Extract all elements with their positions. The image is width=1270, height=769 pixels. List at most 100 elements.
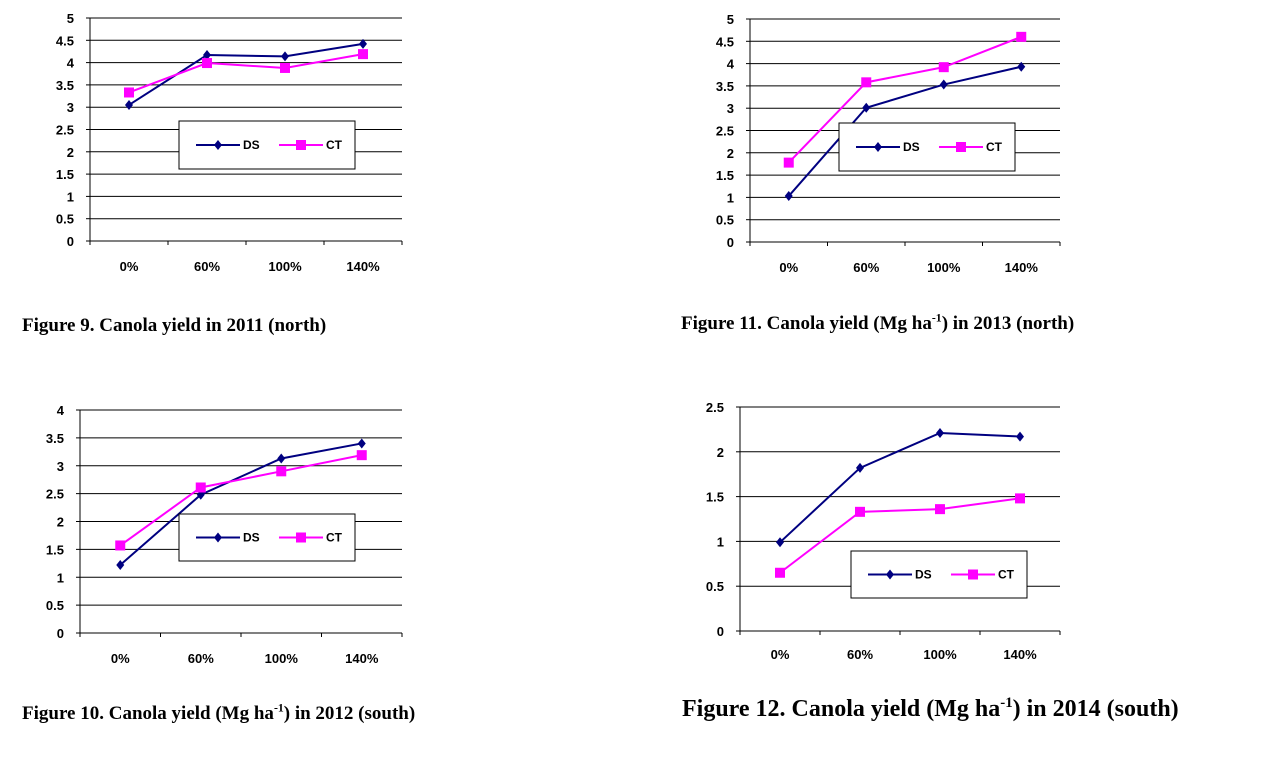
- ds-data-point: [936, 427, 944, 438]
- figure-12-chart: 0 0.5 1 1.5 2 2.5 0% 60% 100% 140% DS CT: [706, 400, 1061, 662]
- caption-text: Figure 9. Canola yield in 2011 (north): [22, 315, 327, 336]
- y-tick-label: 4.5: [56, 33, 74, 48]
- y-tick-label: 2: [67, 145, 74, 160]
- ct-data-point: [783, 157, 794, 168]
- y-tick-label: 2.5: [706, 400, 724, 415]
- caption-text-end: ) in 2014 (south): [1012, 696, 1179, 722]
- y-tick-label: 3: [57, 459, 64, 474]
- ds-data-point: [196, 489, 205, 500]
- ds-data-point: [776, 537, 784, 548]
- ct-data-point: [855, 506, 865, 517]
- figure-9-chart: 0 0.5 1 1.5 2 2.5 3 3.5 4 4.5 5 0% 60% 100% 140% DS CT: [56, 11, 403, 274]
- ct-data-point: [938, 62, 949, 73]
- series-line-ct: [119, 454, 362, 547]
- y-tick-label: 2.5: [56, 123, 74, 138]
- ct-data-point: [195, 482, 206, 493]
- ct-data-point: [115, 540, 126, 551]
- y-tick-label: 0: [67, 234, 74, 249]
- x-category-label: 100%: [268, 259, 302, 274]
- figure-12-caption: Figure 12. Canola yield (Mg ha-1) in 201…: [682, 696, 1179, 723]
- series-line-ct: [779, 497, 1021, 574]
- y-tick-label: 4: [57, 403, 65, 418]
- ct-data-point: [775, 567, 785, 578]
- caption-text-end: ) in 2012 (south): [283, 703, 416, 724]
- x-category-label: 60%: [188, 651, 214, 666]
- series-line-ct: [128, 53, 364, 94]
- y-tick-label: 0.5: [56, 212, 74, 227]
- ct-data-point: [356, 450, 367, 461]
- figure-11-caption: Figure 11. Canola yield (Mg ha-1) in 201…: [681, 311, 1074, 335]
- figure-11-panel: 0 0.5 1 1.5 2 2.5 3 3.5 4 4.5 5 0% 60% 100% 140% DS CT F…: [660, 0, 1270, 350]
- figure-12-panel: 0 0.5 1 1.5 2 2.5 0% 60% 100% 140% DS CT Figure 12.…: [660, 390, 1270, 760]
- x-category-label: 0%: [771, 647, 790, 662]
- y-tick-label: 2.5: [46, 487, 64, 502]
- y-tick-label: 0: [57, 626, 64, 641]
- ct-data-point: [358, 49, 368, 60]
- y-tick-label: 4: [67, 56, 75, 71]
- legend-label-ct: CT: [986, 140, 1003, 154]
- ds-data-point: [939, 79, 948, 90]
- y-tick-label: 0.5: [716, 213, 734, 228]
- legend-label-ds: DS: [915, 568, 932, 582]
- ds-data-point: [862, 102, 871, 113]
- ct-data-point: [276, 466, 287, 477]
- figure-9-caption: Figure 9. Canola yield in 2011 (north): [22, 315, 326, 337]
- caption-superscript: -1: [931, 311, 942, 325]
- y-tick-label: 0: [727, 235, 734, 250]
- legend-label-ct: CT: [998, 568, 1015, 582]
- y-tick-label: 0: [717, 624, 724, 639]
- series-line-ds: [779, 431, 1021, 544]
- legend-marker-ds: [214, 140, 222, 150]
- y-tick-label: 1.5: [56, 167, 74, 182]
- figure-10-chart: 0 0.5 1 1.5 2 2.5 3 3.5 4 0% 60% 100% 140% DS CT: [46, 403, 403, 666]
- y-tick-label: 3: [67, 100, 74, 115]
- y-tick-label: 3.5: [46, 431, 64, 446]
- ds-data-point: [281, 51, 289, 62]
- ct-data-point: [280, 62, 290, 73]
- series-line-ct: [788, 35, 1022, 164]
- legend-marker-ct: [968, 569, 978, 580]
- ct-data-point: [935, 504, 945, 515]
- x-category-label: 100%: [265, 651, 299, 666]
- x-category-label: 0%: [111, 651, 130, 666]
- ct-data-point: [202, 58, 212, 69]
- caption-text: Figure 12. Canola yield (Mg ha: [682, 696, 1001, 722]
- ct-data-point: [861, 77, 872, 88]
- ds-data-point: [359, 38, 367, 49]
- y-tick-label: 3: [727, 101, 734, 116]
- x-category-label: 100%: [927, 260, 961, 275]
- series-line-ds: [119, 442, 362, 566]
- ct-data-point: [1015, 493, 1025, 504]
- figure-11-chart: 0 0.5 1 1.5 2 2.5 3 3.5 4 4.5 5 0% 60% 100% 140% DS CT: [716, 12, 1061, 275]
- figure-10-caption: Figure 10. Canola yield (Mg ha-1) in 201…: [22, 701, 416, 725]
- legend-label-ct: CT: [326, 531, 343, 545]
- x-category-label: 140%: [345, 651, 379, 666]
- y-tick-label: 3.5: [716, 79, 734, 94]
- y-tick-label: 1.5: [706, 490, 724, 505]
- y-tick-label: 2: [727, 146, 734, 161]
- x-category-label: 60%: [853, 260, 879, 275]
- caption-superscript: -1: [1000, 695, 1013, 711]
- y-tick-label: 2: [717, 445, 724, 460]
- caption-superscript: -1: [273, 701, 284, 715]
- legend-marker-ct: [296, 532, 306, 543]
- y-tick-label: 0.5: [46, 598, 64, 613]
- series-line-ds: [128, 42, 364, 106]
- x-category-label: 0%: [120, 259, 139, 274]
- x-category-label: 100%: [923, 647, 957, 662]
- ds-data-point: [203, 50, 211, 61]
- y-tick-label: 5: [67, 11, 74, 26]
- y-tick-label: 1: [57, 570, 64, 585]
- x-category-label: 140%: [1003, 647, 1037, 662]
- y-tick-label: 1: [727, 190, 734, 205]
- y-tick-label: 0.5: [706, 579, 724, 594]
- y-tick-label: 1.5: [46, 542, 64, 557]
- figure-10-panel: 0 0.5 1 1.5 2 2.5 3 3.5 4 0% 60% 100% 140% DS CT Figur…: [0, 390, 640, 760]
- x-category-label: 60%: [847, 647, 873, 662]
- ds-data-point: [784, 191, 793, 202]
- caption-text: Figure 10. Canola yield (Mg ha: [22, 703, 274, 724]
- series-line-ds: [787, 65, 1022, 197]
- ds-data-point: [125, 99, 133, 110]
- ct-data-point: [1016, 31, 1027, 42]
- legend-marker-ds: [214, 532, 222, 543]
